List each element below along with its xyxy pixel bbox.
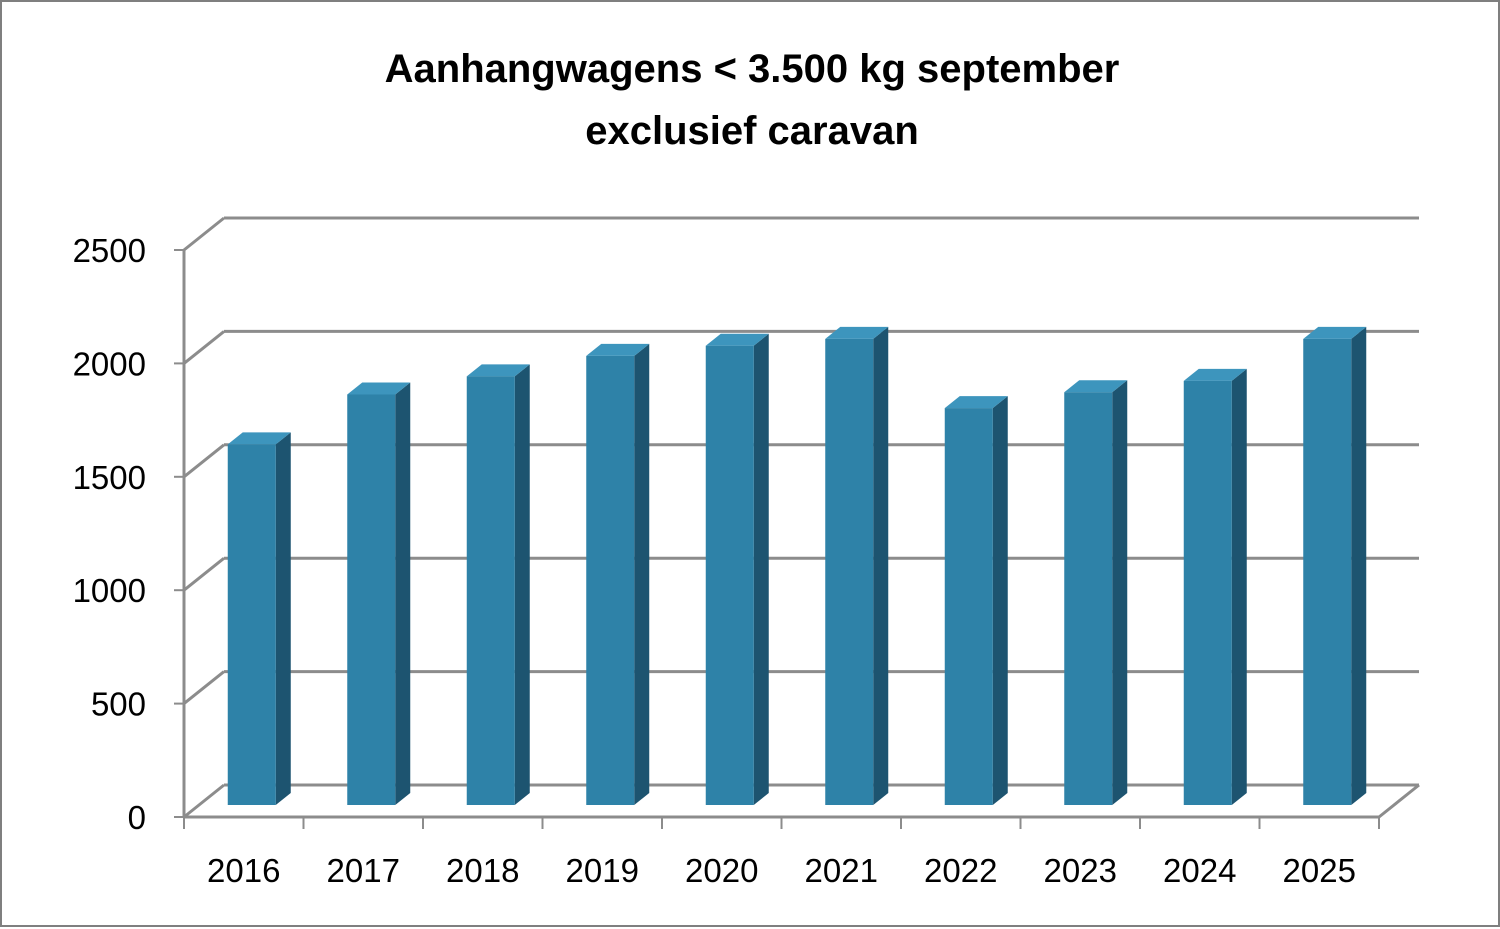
bar-2023 bbox=[1064, 380, 1128, 805]
bar-side-2019 bbox=[634, 343, 650, 805]
x-tick-label-2024: 2024 bbox=[1163, 852, 1236, 889]
x-tick-label-2023: 2023 bbox=[1044, 852, 1117, 889]
wall-gridline-500 bbox=[183, 670, 225, 705]
bar-2025 bbox=[1303, 326, 1367, 805]
bar-top-2020 bbox=[705, 333, 769, 346]
y-tick-label-0: 0 bbox=[128, 799, 146, 836]
bar-2021 bbox=[825, 326, 889, 805]
bar-top-2025 bbox=[1303, 326, 1367, 339]
bar-front-2024 bbox=[1183, 380, 1232, 805]
bar-side-2024 bbox=[1231, 368, 1247, 805]
y-tick-label-500: 500 bbox=[91, 686, 146, 723]
bar-2024 bbox=[1183, 368, 1247, 805]
bar-top-2023 bbox=[1064, 380, 1128, 393]
bar-front-2018 bbox=[466, 376, 515, 805]
wall-gridline-2000 bbox=[183, 330, 225, 365]
bar-front-2023 bbox=[1064, 392, 1113, 805]
bar-top-2018 bbox=[466, 364, 530, 377]
bar-front-2021 bbox=[825, 338, 874, 805]
bar-side-2025 bbox=[1351, 326, 1367, 805]
x-tick-label-2025: 2025 bbox=[1283, 852, 1356, 889]
bar-2022 bbox=[944, 396, 1008, 805]
x-tick-label-2016: 2016 bbox=[207, 852, 280, 889]
axes bbox=[174, 249, 1420, 829]
bar-top-2021 bbox=[825, 326, 889, 339]
bar-front-2025 bbox=[1303, 338, 1352, 805]
bar-side-2016 bbox=[275, 432, 291, 805]
x-tick-label-2021: 2021 bbox=[805, 852, 878, 889]
bar-2019 bbox=[586, 343, 650, 805]
x-tick-label-2017: 2017 bbox=[327, 852, 400, 889]
bar-front-2019 bbox=[586, 355, 635, 805]
bar-side-2020 bbox=[753, 333, 769, 805]
chart-title-line-2: exclusief caravan bbox=[585, 109, 919, 153]
bar-front-2017 bbox=[347, 394, 396, 805]
chart-title-line-1: Aanhangwagens < 3.500 kg september bbox=[385, 47, 1120, 91]
x-tick-label-2022: 2022 bbox=[924, 852, 997, 889]
bar-2020 bbox=[705, 333, 769, 805]
y-tick-label-1500: 1500 bbox=[73, 459, 146, 496]
bar-front-2016 bbox=[227, 444, 276, 805]
y-tick-label-1000: 1000 bbox=[73, 572, 146, 609]
floor-right-edge bbox=[1378, 783, 1420, 819]
bar-front-2020 bbox=[705, 345, 754, 805]
bar-side-2017 bbox=[395, 382, 411, 805]
bar-top-2022 bbox=[944, 396, 1008, 409]
wall-gridline-1500 bbox=[183, 443, 225, 478]
bars bbox=[227, 326, 1367, 805]
y-tick-labels: 0 500 1000 1500 2000 2500 bbox=[73, 232, 146, 836]
wall-gridline-2500 bbox=[183, 216, 225, 252]
bar-2016 bbox=[227, 432, 291, 805]
wall-gridline-1000 bbox=[183, 557, 225, 592]
bar-2017 bbox=[347, 382, 411, 805]
bar-top-2016 bbox=[227, 432, 291, 445]
bar-side-2021 bbox=[873, 326, 889, 805]
y-tick-label-2000: 2000 bbox=[73, 345, 146, 382]
y-tick-label-2500: 2500 bbox=[73, 232, 146, 269]
bar-top-2019 bbox=[586, 343, 650, 356]
x-tick-label-2019: 2019 bbox=[566, 852, 639, 889]
bar-top-2024 bbox=[1183, 368, 1247, 381]
x-tick-label-2018: 2018 bbox=[446, 852, 519, 889]
bar-side-2018 bbox=[514, 364, 530, 805]
bar-side-2023 bbox=[1112, 380, 1128, 805]
bar-side-2022 bbox=[992, 396, 1008, 805]
bar-2018 bbox=[466, 364, 530, 805]
bar-front-2022 bbox=[944, 408, 993, 805]
wall-gridline-0 bbox=[183, 783, 225, 819]
x-tick-label-2020: 2020 bbox=[685, 852, 758, 889]
x-tick-labels: 2016 2017 2018 2019 2020 2021 2022 2023 2024 2025 bbox=[207, 852, 1356, 889]
bar-top-2017 bbox=[347, 382, 411, 395]
